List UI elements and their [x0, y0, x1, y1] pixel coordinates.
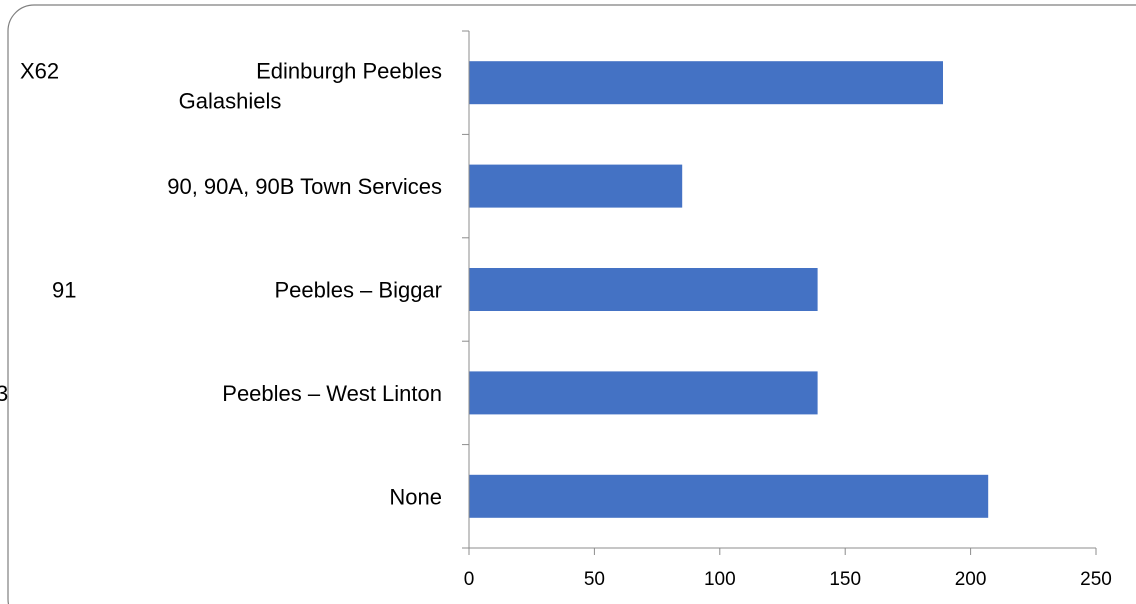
x-tick-label: 50 — [584, 569, 605, 590]
category-label: Peebles – Biggar — [274, 278, 442, 303]
category-labels: Edinburgh Peebles Galashiels X62 90, 90A, 9… — [0, 59, 442, 510]
x-tick-label: 150 — [829, 569, 861, 590]
route-number-label: 3 — [0, 381, 8, 406]
bar-3 — [469, 268, 818, 311]
route-number-label: 91 — [52, 278, 76, 303]
bar-5 — [469, 474, 989, 518]
category-label: Edinburgh Peebles — [256, 59, 442, 84]
category-label: None — [389, 484, 442, 509]
category-label: Galashiels — [179, 89, 282, 114]
category-label: 90, 90A, 90B Town Services — [167, 174, 442, 199]
x-tick-label: 200 — [955, 569, 987, 590]
bar-4 — [469, 371, 818, 415]
x-tick-label: 100 — [704, 569, 736, 590]
axes-group: 0 50 100 150 200 250 — [462, 30, 1112, 590]
x-tick-label: 0 — [464, 569, 475, 590]
bars-group — [469, 61, 989, 518]
route-number-label: X62 — [20, 59, 59, 84]
bar-2 — [469, 164, 683, 208]
chart-border — [7, 4, 1136, 604]
bar-1 — [469, 61, 943, 105]
category-label: Peebles – West Linton — [222, 381, 442, 406]
x-tick-label: 250 — [1080, 569, 1112, 590]
